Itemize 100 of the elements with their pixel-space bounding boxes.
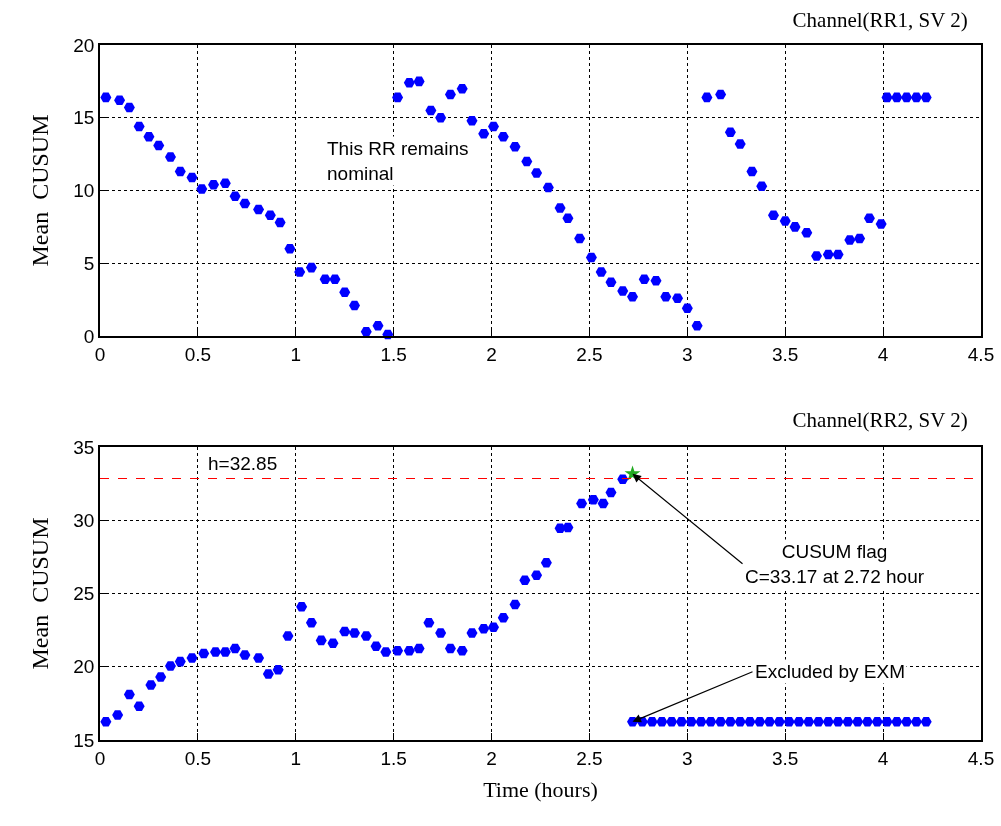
y-tick-label: 20 — [73, 656, 95, 678]
y-tick-label: 0 — [83, 325, 95, 347]
point — [562, 522, 574, 533]
point — [174, 656, 186, 667]
point — [531, 570, 543, 580]
point — [803, 716, 815, 727]
point — [881, 716, 893, 727]
point — [315, 635, 327, 646]
point — [253, 653, 265, 663]
point — [339, 626, 351, 637]
x-tick-label: 0.5 — [184, 343, 212, 365]
point — [597, 498, 609, 509]
point — [656, 716, 668, 727]
point — [540, 557, 552, 568]
point — [123, 689, 135, 700]
point — [239, 650, 251, 660]
ref-line-label: h=32.85 — [208, 453, 278, 474]
point — [842, 716, 854, 727]
x-tick-label: 2.5 — [576, 343, 603, 365]
point — [813, 716, 824, 727]
x-tick-label: 2 — [486, 343, 497, 365]
point — [392, 645, 404, 656]
point — [423, 618, 435, 628]
point — [360, 631, 372, 641]
point — [519, 575, 531, 586]
point — [380, 647, 392, 657]
point — [262, 669, 274, 679]
y-tick-label: 15 — [73, 107, 95, 129]
point — [478, 623, 490, 634]
point — [444, 643, 456, 654]
point — [901, 716, 913, 727]
point — [861, 716, 873, 727]
point — [100, 716, 112, 727]
x-tick-label: 3 — [682, 343, 693, 365]
point — [920, 716, 932, 727]
point — [145, 680, 157, 690]
y-tick-label: 25 — [73, 583, 95, 605]
x-tick-label: 3 — [682, 747, 693, 769]
point — [305, 618, 317, 628]
point — [229, 643, 241, 654]
point — [675, 716, 687, 727]
annotation: CUSUM flag C=33.17 at 2.72 hour — [745, 541, 925, 587]
y-tick-label: 35 — [73, 436, 95, 458]
point — [349, 628, 361, 638]
point — [219, 647, 231, 657]
point — [296, 601, 308, 612]
y-axis-title: Mean CUSUM — [26, 517, 53, 670]
point — [210, 647, 222, 657]
y-tick-label: 5 — [83, 252, 95, 274]
point — [724, 716, 736, 727]
annotation: Excluded by EXM — [755, 661, 905, 682]
point — [413, 643, 425, 654]
x-tick-label: 4 — [877, 343, 889, 365]
x-tick-label: 3.5 — [772, 747, 799, 769]
y-tick-label: 20 — [73, 34, 95, 56]
point — [832, 716, 844, 727]
point — [734, 716, 746, 727]
x-tick-label: 2 — [486, 747, 497, 769]
point — [370, 641, 382, 651]
y-tick-label: 15 — [73, 729, 95, 751]
point — [646, 716, 658, 727]
point — [744, 716, 756, 727]
point — [605, 487, 617, 498]
x-tick-label: 1 — [290, 747, 302, 769]
x-tick-label: 1.5 — [380, 747, 407, 769]
point — [783, 716, 795, 727]
y-axis-title: Mean CUSUM — [26, 114, 53, 267]
point — [617, 474, 629, 484]
point — [764, 716, 776, 727]
y-tick-label: 30 — [73, 509, 95, 531]
point — [666, 716, 678, 727]
point — [435, 628, 447, 638]
x-tick-label: 4.5 — [967, 747, 995, 769]
point — [282, 631, 294, 641]
x-axis-title: Time (hours) — [483, 776, 598, 802]
point — [715, 716, 727, 727]
x-tick-label: 2.5 — [576, 747, 603, 769]
point — [871, 716, 883, 727]
point — [112, 710, 124, 720]
point — [695, 716, 707, 727]
point — [198, 648, 210, 659]
point — [705, 716, 717, 727]
point — [497, 612, 509, 623]
x-tick-label: 1.5 — [380, 343, 407, 365]
point — [155, 672, 167, 682]
y-tick-label: 10 — [73, 180, 95, 202]
point — [509, 599, 521, 610]
point — [773, 716, 785, 727]
point — [403, 645, 415, 656]
point — [852, 716, 864, 727]
x-tick-label: 3.5 — [772, 343, 799, 365]
point — [891, 716, 903, 727]
point — [754, 716, 766, 727]
point — [327, 638, 339, 649]
x-tick-label: 1 — [290, 343, 302, 365]
annotation: This RR remains nominal — [327, 138, 469, 184]
point — [685, 716, 697, 727]
x-tick-label: 4.5 — [967, 343, 995, 365]
chart-title: Channel(RR1, SV 2) — [792, 8, 968, 33]
point — [272, 664, 284, 675]
